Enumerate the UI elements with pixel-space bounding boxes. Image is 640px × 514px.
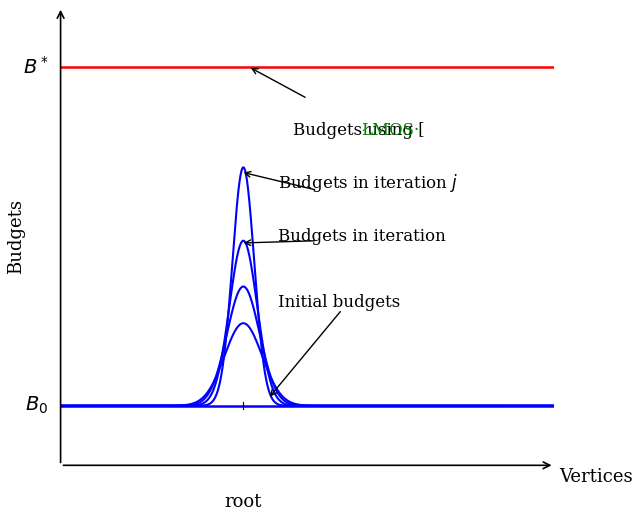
Text: Initial budgets: Initial budgets bbox=[278, 294, 400, 311]
Text: Vertices: Vertices bbox=[559, 468, 633, 486]
Text: Budgets using [: Budgets using [ bbox=[292, 121, 424, 139]
Text: ŁMOS·: ŁMOS· bbox=[361, 121, 419, 139]
Text: Budgets in iteration $j$: Budgets in iteration $j$ bbox=[278, 172, 458, 194]
Text: $B^*$: $B^*$ bbox=[22, 56, 48, 78]
Text: root: root bbox=[225, 493, 262, 511]
Text: $B_0$: $B_0$ bbox=[25, 395, 48, 416]
Text: Budgets in iteration: Budgets in iteration bbox=[278, 228, 445, 245]
Text: Budgets: Budgets bbox=[7, 198, 25, 273]
